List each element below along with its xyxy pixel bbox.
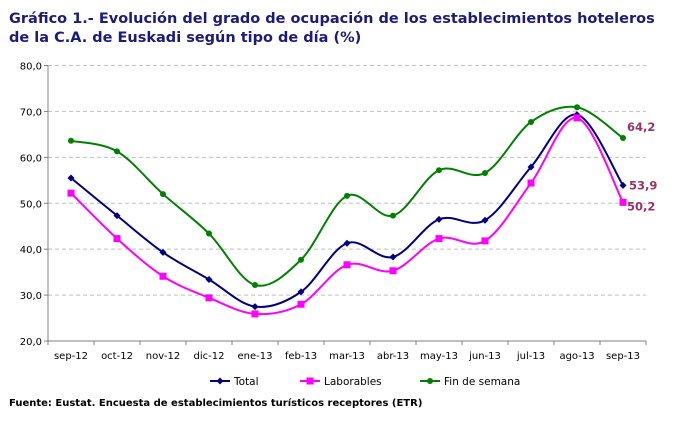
data-point [297, 288, 305, 296]
data-point [114, 148, 120, 155]
y-tick-label: 30,0 [20, 291, 42, 302]
x-tick-label: dic-12 [194, 351, 225, 362]
data-point [481, 237, 489, 245]
data-point [389, 267, 397, 275]
data-point [68, 137, 74, 144]
x-tick-label: feb-13 [285, 351, 317, 362]
y-tick-label: 70,0 [20, 107, 42, 118]
legend-label: Total [233, 376, 259, 388]
data-point [527, 179, 535, 187]
data-point [252, 281, 258, 288]
data-point [206, 230, 212, 237]
x-tick-label: sep-12 [54, 351, 88, 362]
data-point [159, 272, 167, 280]
data-point [113, 212, 121, 220]
data-point [619, 181, 627, 189]
data-point [390, 212, 396, 219]
x-tick-label: sep-13 [606, 351, 640, 362]
data-point [435, 235, 443, 243]
data-point [527, 163, 535, 171]
y-tick-label: 80,0 [20, 62, 42, 73]
data-point [159, 248, 167, 256]
data-point [436, 167, 442, 174]
data-point [205, 294, 213, 302]
y-tick-label: 20,0 [20, 337, 42, 348]
data-point [435, 215, 443, 223]
x-tick-label: jul-13 [516, 351, 545, 362]
x-tick-label: may-13 [420, 351, 458, 362]
data-point [67, 174, 75, 182]
data-point [343, 239, 351, 247]
data-point [113, 235, 121, 243]
x-tick-label: jun-13 [468, 351, 501, 362]
data-label: 53,9 [629, 178, 657, 192]
data-point [160, 191, 166, 198]
legend-label: Fin de semana [444, 376, 520, 388]
y-tick-label: 50,0 [20, 199, 42, 210]
series-line-total [70, 113, 624, 308]
chart-title: Gráfico 1.- Evolución del grado de ocupa… [9, 11, 655, 46]
data-point [389, 253, 397, 261]
data-point [251, 310, 259, 318]
x-tick-label: ago-13 [559, 351, 594, 362]
source-note: Fuente: Eustat. Encuesta de establecimie… [9, 398, 423, 409]
x-tick-label: ene-13 [238, 351, 273, 362]
data-point [620, 135, 626, 142]
data-label: 50,2 [627, 199, 655, 213]
legend-marker [427, 378, 433, 384]
y-tick-label: 40,0 [20, 245, 42, 256]
data-point [67, 189, 75, 197]
data-point [343, 261, 351, 269]
x-tick-label: oct-12 [101, 351, 133, 362]
legend-marker [306, 377, 314, 385]
data-point [298, 256, 304, 263]
data-point [205, 275, 213, 283]
legend-marker [216, 377, 224, 385]
data-point [481, 216, 489, 224]
data-point [482, 169, 488, 176]
x-tick-label: nov-12 [146, 351, 180, 362]
data-point [574, 104, 580, 111]
data-point [528, 118, 534, 125]
data-point [251, 303, 259, 311]
legend-label: Laborables [324, 376, 382, 388]
x-tick-label: abr-13 [377, 351, 409, 362]
data-point [297, 300, 305, 308]
data-point [573, 114, 581, 122]
data-point [619, 198, 627, 206]
x-tick-label: mar-13 [329, 351, 365, 362]
series-line-laborables [70, 116, 624, 316]
y-tick-label: 60,0 [20, 153, 42, 164]
data-label: 64,2 [627, 120, 655, 134]
data-point [344, 192, 350, 199]
